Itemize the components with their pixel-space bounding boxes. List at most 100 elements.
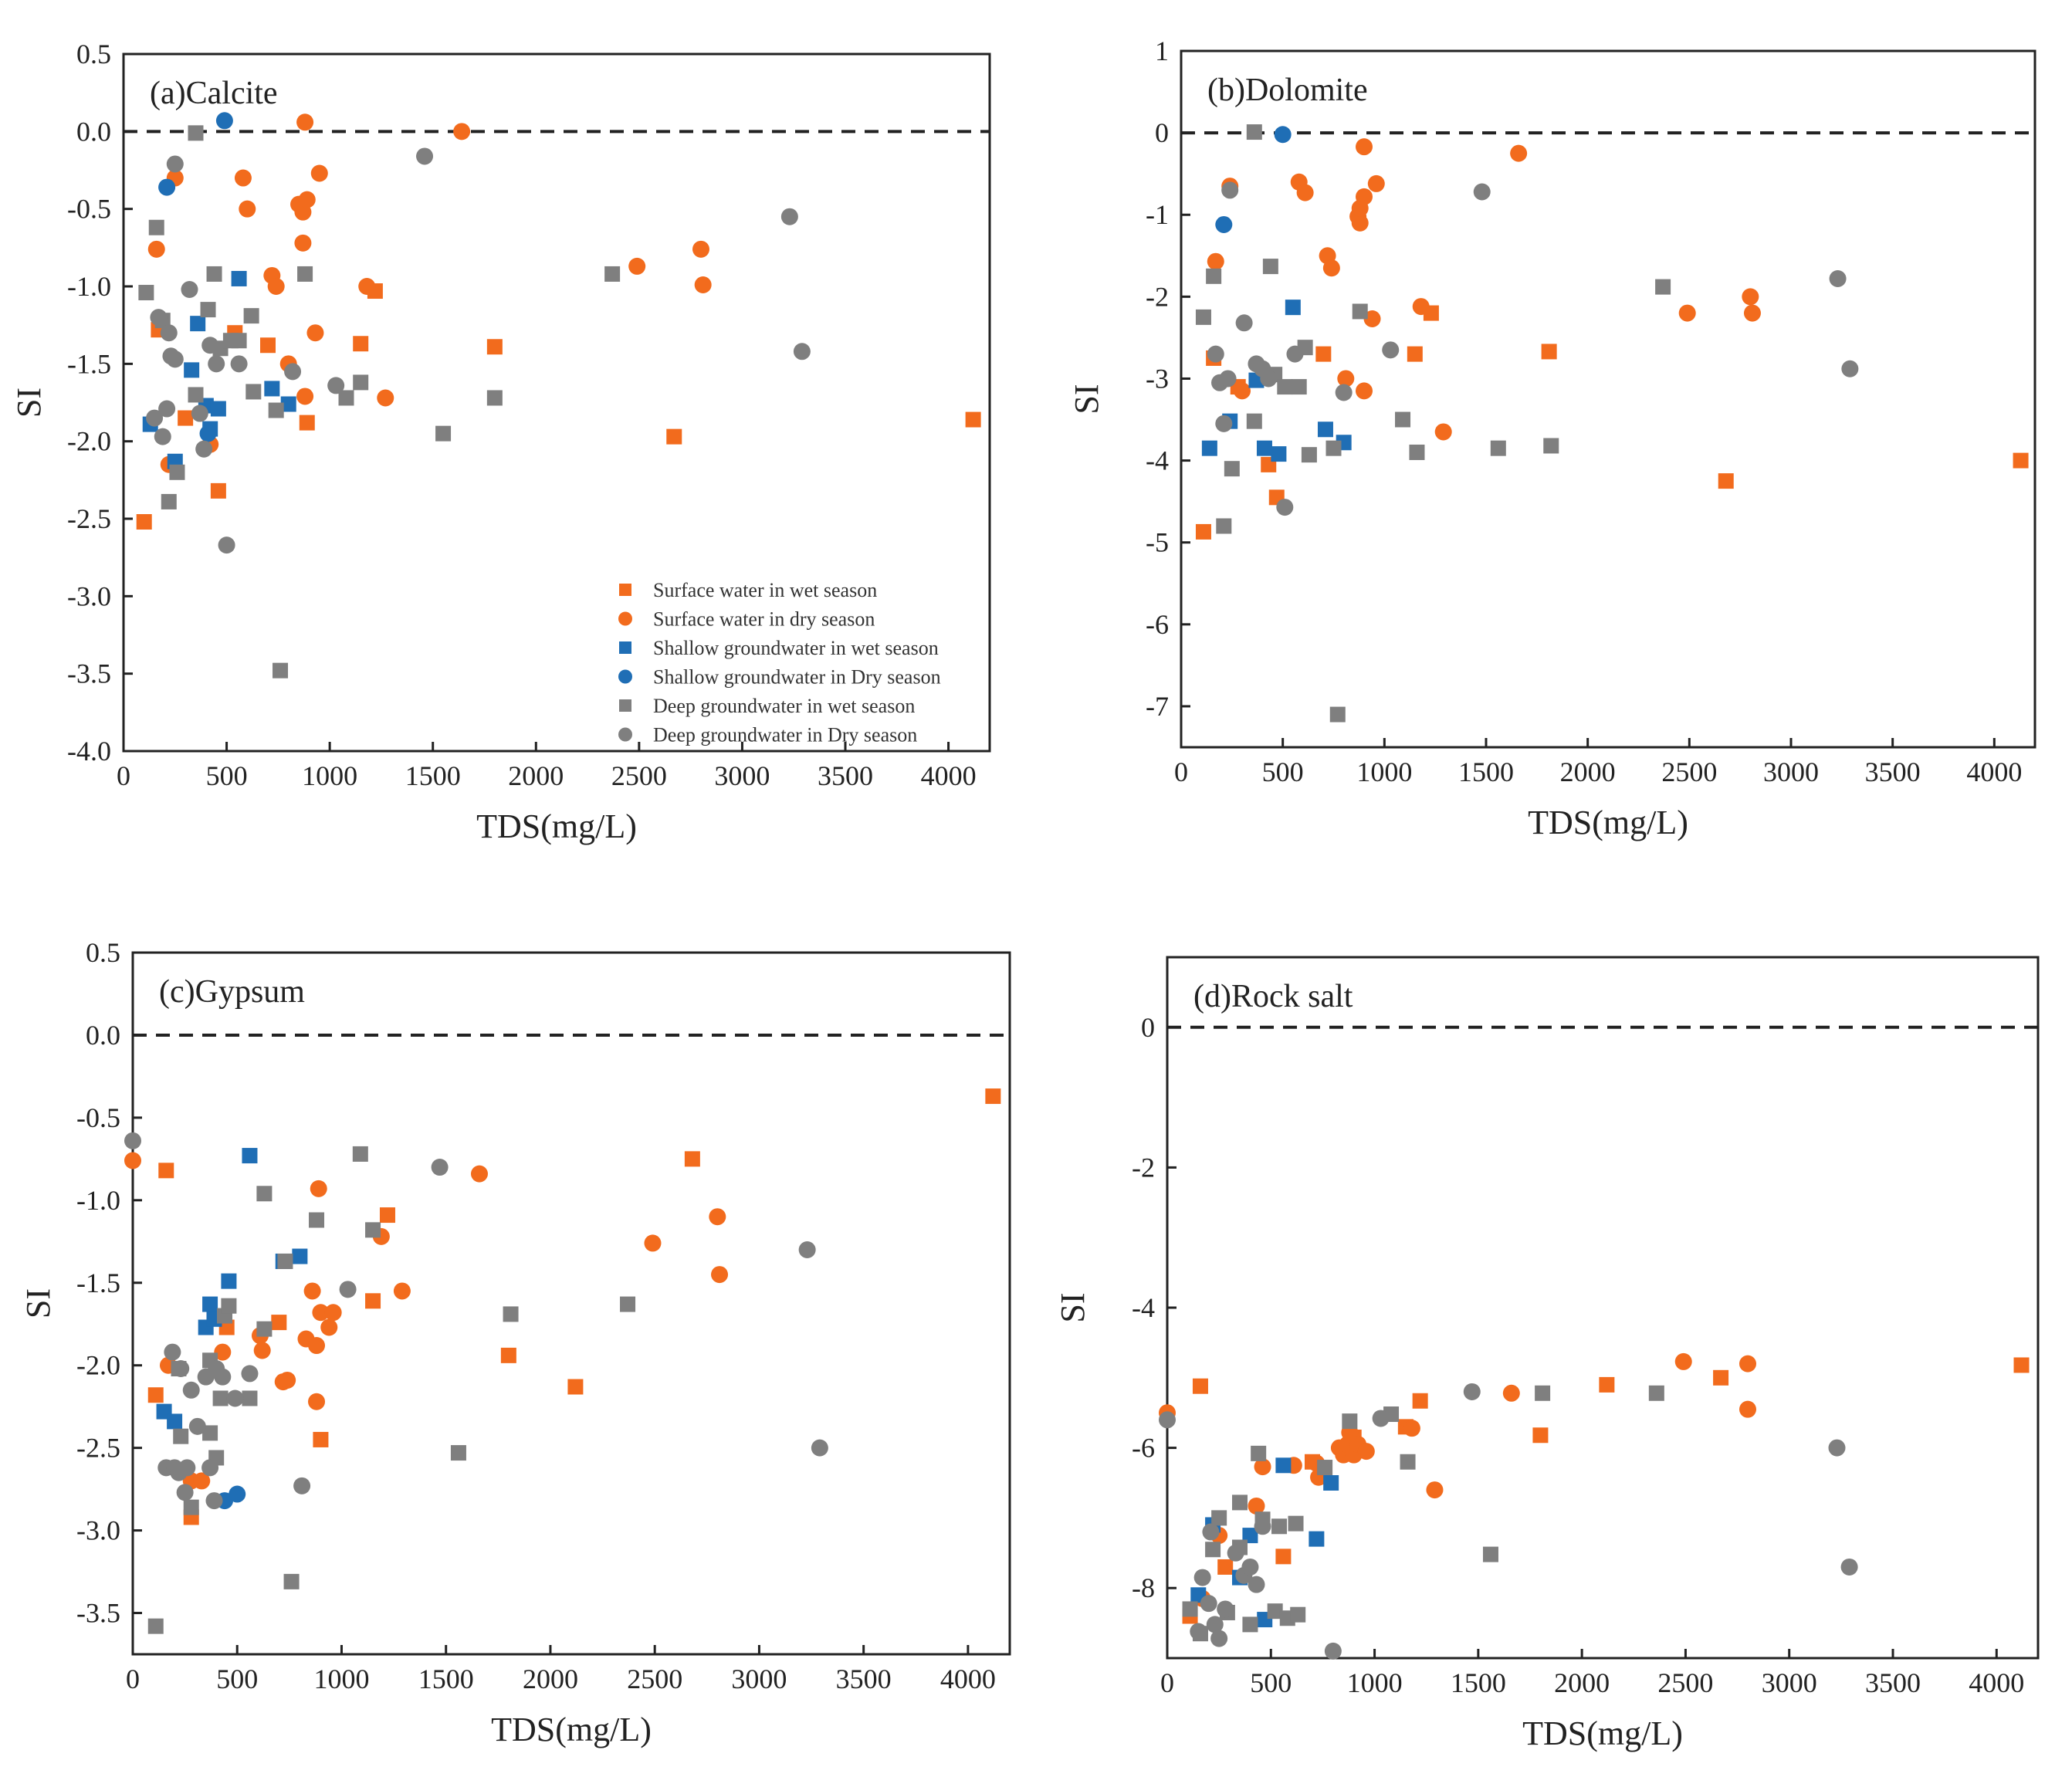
x-tick-label: 500 <box>206 760 248 791</box>
legend-label: Shallow groundwater in wet season <box>653 637 939 659</box>
point-deep-groundwater-in-dry-season <box>1382 341 1400 359</box>
point-surface-water-in-dry-season <box>239 200 256 218</box>
point-surface-water-in-dry-season <box>1356 382 1373 400</box>
point-surface-water-in-wet-season <box>1599 1376 1615 1393</box>
point-surface-water-in-dry-season <box>1502 1384 1520 1402</box>
point-deep-groundwater-in-wet-season <box>277 1253 293 1269</box>
point-shallow-groundwater-in-wet-season <box>1201 440 1217 456</box>
point-shallow-groundwater-in-dry-season <box>1274 126 1292 144</box>
point-deep-groundwater-in-wet-season <box>1329 706 1346 723</box>
point-deep-groundwater-in-dry-season <box>181 281 198 299</box>
point-deep-groundwater-in-wet-season <box>1246 413 1262 429</box>
point-surface-water-in-dry-season <box>644 1234 662 1252</box>
y-tick-label: -0.5 <box>76 1102 120 1133</box>
point-surface-water-in-wet-season <box>210 482 226 499</box>
point-surface-water-in-dry-season <box>1351 214 1369 232</box>
point-deep-groundwater-in-wet-season <box>503 1306 519 1322</box>
point-shallow-groundwater-in-wet-season <box>221 1273 237 1289</box>
x-tick-label: 3000 <box>1762 1667 1817 1698</box>
point-deep-groundwater-in-dry-season <box>176 1484 194 1501</box>
plot-frame <box>1166 956 2040 1660</box>
point-surface-water-in-dry-season <box>1742 288 1759 306</box>
point-shallow-groundwater-in-wet-season <box>184 362 200 378</box>
x-tick-label: 2000 <box>508 760 564 791</box>
x-tick-label: 2500 <box>627 1664 682 1694</box>
point-deep-groundwater-in-dry-season <box>191 404 208 422</box>
point-deep-groundwater-in-wet-season <box>283 1573 300 1589</box>
point-deep-groundwater-in-dry-season <box>1248 1576 1265 1593</box>
x-tick-label: 1500 <box>418 1664 474 1694</box>
point-deep-groundwater-in-dry-season <box>201 337 219 354</box>
point-deep-groundwater-in-wet-season <box>202 1425 218 1441</box>
point-surface-water-in-dry-season <box>692 240 709 258</box>
point-surface-water-in-dry-season <box>310 1180 327 1197</box>
x-tick-label: 500 <box>1250 1667 1292 1698</box>
panel-title: (d)Rock salt <box>1193 979 1353 1014</box>
point-deep-groundwater-in-wet-season <box>1395 411 1411 428</box>
y-tick-label: -2.0 <box>67 426 111 457</box>
point-surface-water-in-dry-season <box>214 1343 232 1361</box>
point-deep-groundwater-in-wet-season <box>1251 1445 1267 1461</box>
point-deep-groundwater-in-dry-season <box>178 1459 196 1477</box>
panel-gypsum: 0 500 1000 1500 2000 2500 3000 3500 4000 0.5 0.0 -0… <box>19 937 1011 1748</box>
point-shallow-groundwater-in-wet-season <box>292 1248 308 1264</box>
point-deep-groundwater-in-wet-season <box>1242 1616 1258 1633</box>
point-surface-water-in-dry-season <box>306 324 324 342</box>
point-surface-water-in-wet-season <box>1541 344 1557 360</box>
y-tick-label: -4.0 <box>67 736 111 767</box>
point-surface-water-in-wet-season <box>147 1387 164 1403</box>
point-deep-groundwater-in-wet-season <box>1317 1460 1333 1476</box>
x-tick-label: 2000 <box>1554 1667 1610 1698</box>
y-tick-label: 0.0 <box>76 116 111 147</box>
point-surface-water-in-dry-season <box>193 1472 211 1490</box>
point-deep-groundwater-in-dry-season <box>1286 345 1304 363</box>
point-deep-groundwater-in-wet-season <box>188 125 204 141</box>
point-shallow-groundwater-in-wet-season <box>1256 440 1272 456</box>
point-deep-groundwater-in-wet-season <box>212 1390 229 1406</box>
point-surface-water-in-dry-season <box>358 278 376 295</box>
point-deep-groundwater-in-dry-season <box>1241 1558 1259 1576</box>
point-deep-groundwater-in-wet-season <box>231 333 247 349</box>
point-surface-water-in-dry-season <box>709 1208 726 1226</box>
point-surface-water-in-dry-season <box>1426 1481 1444 1499</box>
y-tick-label: -4 <box>1132 1292 1155 1323</box>
point-deep-groundwater-in-dry-season <box>201 1459 219 1477</box>
y-tick-label: 0 <box>1141 1012 1155 1043</box>
point-deep-groundwater-in-wet-season <box>148 219 164 235</box>
x-tick-label: 3500 <box>836 1664 892 1694</box>
point-surface-water-in-dry-season <box>1363 310 1381 328</box>
point-deep-groundwater-in-wet-season <box>1291 379 1307 395</box>
point-shallow-groundwater-in-wet-season <box>1317 421 1333 438</box>
point-deep-groundwater-in-dry-season <box>1463 1383 1481 1400</box>
plot-frame <box>131 951 1011 1656</box>
y-tick-label: 0 <box>1155 117 1169 148</box>
point-deep-groundwater-in-dry-season <box>1276 499 1294 516</box>
y-tick-label: 0.0 <box>86 1020 120 1051</box>
x-tick-label: 1500 <box>405 760 461 791</box>
point-surface-water-in-dry-season <box>628 257 646 275</box>
plot-frame <box>1180 49 2036 749</box>
x-axis-label: TDS(mg/L) <box>1522 1714 1683 1752</box>
point-deep-groundwater-in-wet-season <box>604 266 621 282</box>
point-surface-water-in-dry-season <box>1367 174 1385 192</box>
y-tick-label: -2.0 <box>76 1350 120 1381</box>
point-deep-groundwater-in-wet-season <box>1648 1385 1664 1401</box>
y-tick-label: -3.0 <box>67 580 111 611</box>
point-surface-water-in-wet-season <box>136 514 152 530</box>
point-surface-water-in-dry-season <box>310 164 328 182</box>
point-deep-groundwater-in-dry-season <box>164 1343 181 1361</box>
point-shallow-groundwater-in-wet-season <box>231 270 247 286</box>
x-tick-label: 1000 <box>1356 756 1412 787</box>
point-deep-groundwater-in-wet-season <box>256 1186 273 1202</box>
point-deep-groundwater-in-wet-season <box>1262 259 1278 275</box>
x-tick-label: 3000 <box>1763 756 1819 787</box>
point-surface-water-in-wet-season <box>1195 523 1211 540</box>
point-deep-groundwater-in-wet-season <box>147 1618 164 1634</box>
point-surface-water-in-wet-season <box>2013 1357 2030 1373</box>
point-shallow-groundwater-in-wet-season <box>202 1296 218 1312</box>
point-deep-groundwater-in-wet-season <box>1325 440 1342 456</box>
point-deep-groundwater-in-wet-season <box>309 1212 325 1228</box>
x-tick-label: 2000 <box>523 1664 578 1694</box>
legend-marker-square <box>619 699 631 712</box>
